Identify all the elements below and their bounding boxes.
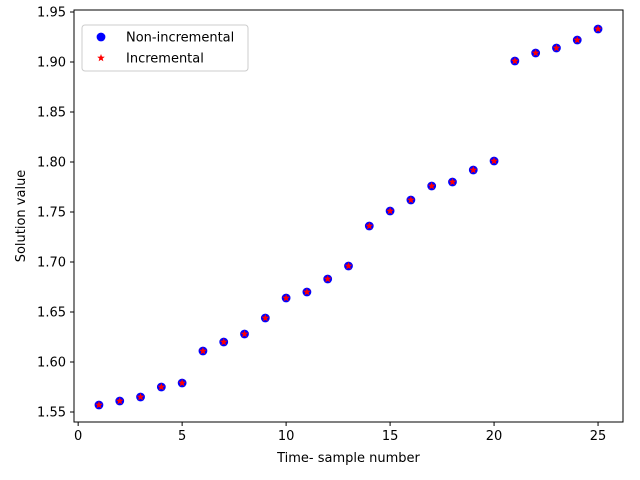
point-incremental xyxy=(531,49,540,57)
point-incremental xyxy=(552,44,561,52)
legend: Non-incremental Incremental xyxy=(81,24,249,72)
point-incremental xyxy=(157,383,166,391)
legend-marker-incremental xyxy=(97,54,105,62)
point-incremental xyxy=(469,166,478,174)
y-tick-label: 1.90 xyxy=(37,56,66,71)
point-incremental xyxy=(282,294,290,302)
point-incremental xyxy=(365,222,374,230)
y-tick-label: 1.85 xyxy=(37,106,66,121)
y-tick-label: 1.60 xyxy=(37,356,66,371)
point-incremental xyxy=(136,393,145,401)
point-incremental xyxy=(386,207,394,215)
legend-label-incremental: Incremental xyxy=(126,52,204,67)
point-incremental xyxy=(178,379,186,387)
x-tick-label: 5 xyxy=(178,429,186,444)
legend-label-non-incremental: Non-incremental xyxy=(126,31,234,46)
point-incremental xyxy=(594,25,602,33)
data-points xyxy=(94,24,603,410)
point-incremental xyxy=(199,347,207,355)
y-tick-label: 1.75 xyxy=(37,206,66,221)
axis-ticks: 0 5 10 15 20 25 1.55 1.60 1.65 1.70 1.75 1.80 1.85 1.… xyxy=(37,6,606,445)
y-tick-label: 1.65 xyxy=(37,306,66,321)
point-incremental xyxy=(344,262,353,270)
x-tick-label: 15 xyxy=(382,429,399,444)
plot-frame xyxy=(73,9,624,423)
point-incremental xyxy=(261,314,270,322)
point-incremental xyxy=(95,401,103,409)
point-incremental xyxy=(323,275,332,283)
x-tick-label: 0 xyxy=(74,429,82,444)
x-tick-label: 20 xyxy=(486,429,503,444)
point-incremental xyxy=(115,397,124,405)
legend-box xyxy=(81,24,249,72)
y-tick-label: 1.80 xyxy=(37,156,66,171)
x-tick-label: 10 xyxy=(278,429,295,444)
point-incremental xyxy=(303,288,311,296)
x-axis-label: Time- sample number xyxy=(276,451,420,466)
point-incremental xyxy=(407,196,415,204)
point-incremental xyxy=(490,157,498,165)
point-incremental xyxy=(219,338,228,346)
x-tick-label: 25 xyxy=(590,429,607,444)
point-incremental xyxy=(573,36,582,44)
point-incremental xyxy=(448,178,457,186)
point-incremental xyxy=(511,57,519,65)
y-tick-label: 1.70 xyxy=(37,256,66,271)
y-axis-label: Solution value xyxy=(14,170,29,263)
legend-marker-non-incremental xyxy=(96,32,106,42)
point-incremental xyxy=(240,330,249,338)
point-incremental xyxy=(427,182,436,190)
y-tick-label: 1.95 xyxy=(37,6,66,21)
y-tick-label: 1.55 xyxy=(37,406,66,421)
